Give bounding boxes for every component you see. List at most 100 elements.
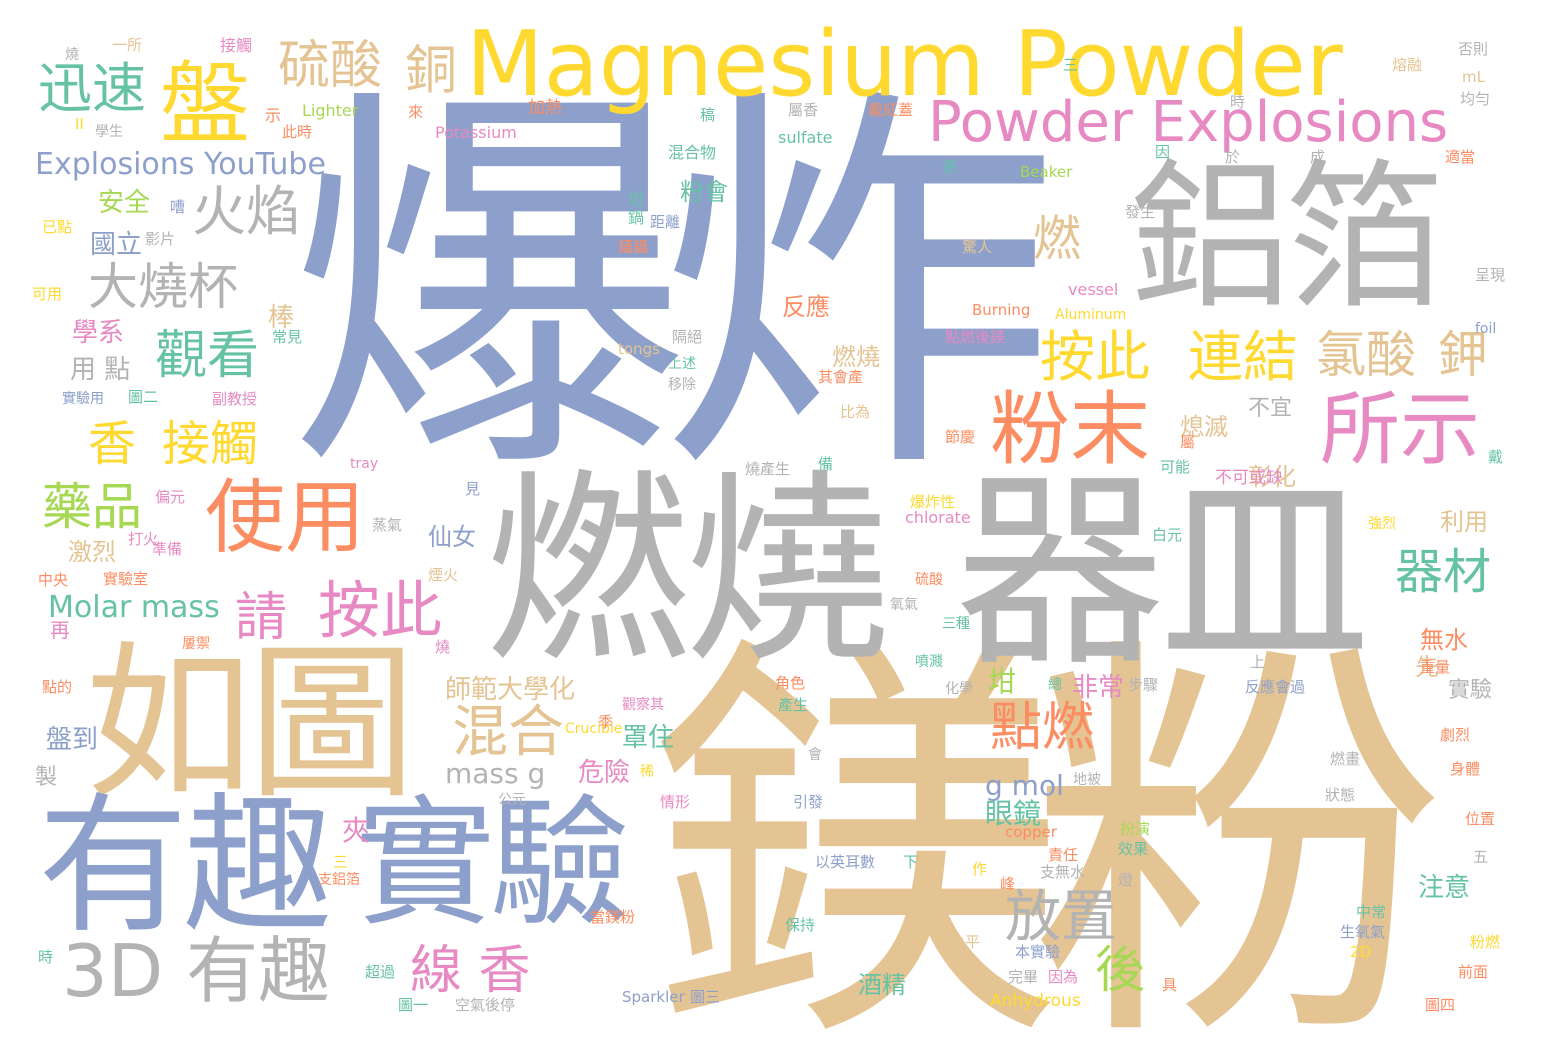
word-cloud-term: 燈: [1118, 871, 1134, 889]
word-cloud-term: 峰: [1000, 875, 1016, 893]
word-cloud-term: Powder Explosions: [928, 90, 1449, 155]
word-cloud-term: 距離: [650, 213, 681, 231]
word-cloud-term: 圖一: [398, 996, 429, 1014]
word-cloud-term: foil: [1475, 321, 1497, 337]
word-cloud-term: 下: [903, 853, 919, 871]
word-cloud-term: 本實驗: [1015, 943, 1061, 961]
word-cloud-term: 中央: [38, 571, 69, 589]
word-cloud-term: 責任: [1048, 846, 1079, 864]
word-cloud-term: 仙女: [428, 523, 476, 551]
word-cloud-term: 步驟: [1128, 676, 1159, 694]
word-cloud-term: 適當: [1445, 148, 1476, 166]
word-cloud-term: 噴濺: [915, 654, 943, 670]
word-cloud-term: 點燃: [990, 698, 1095, 758]
word-cloud-term: 屢禦: [182, 636, 210, 652]
word-cloud-term: 鎂粉: [648, 605, 1448, 1052]
word-cloud-term: 觀看: [155, 326, 260, 386]
word-cloud-term: 見: [465, 480, 481, 498]
word-cloud-term: 利用: [1440, 508, 1488, 536]
word-cloud-term: 迅速: [38, 57, 146, 120]
word-cloud-term: 眼鏡: [985, 797, 1042, 830]
word-cloud-term: 棒: [268, 303, 295, 333]
word-cloud-term: 情形: [660, 793, 691, 811]
word-cloud-term: 硫酸: [915, 572, 943, 588]
word-cloud-term: 香: [88, 416, 137, 472]
word-cloud-term: 請: [235, 588, 288, 648]
word-cloud-term: vessel: [1068, 280, 1119, 299]
word-cloud-term: 因: [1155, 143, 1171, 161]
word-cloud-term: 會: [808, 747, 822, 763]
word-cloud-term: 稀: [640, 764, 654, 780]
word-cloud-term: 三: [333, 853, 349, 871]
word-cloud-term: 先: [1415, 653, 1439, 681]
word-cloud-term: 罩住: [622, 723, 675, 753]
word-cloud-term: 有趣: [38, 780, 333, 954]
word-cloud-term: II: [75, 115, 84, 133]
word-cloud-term: 放置: [1005, 885, 1117, 950]
word-cloud-term: 可用: [32, 285, 63, 303]
word-cloud-term: 化學: [945, 681, 973, 697]
word-cloud-term: Aluminum: [1055, 307, 1127, 323]
word-cloud-term: 煙火: [428, 566, 459, 584]
word-cloud-term: 戴: [1488, 448, 1504, 466]
word-cloud-term: 器材: [1395, 544, 1492, 600]
word-cloud-term: 燒: [435, 638, 451, 656]
word-cloud-term: 完畢: [1008, 968, 1039, 986]
word-cloud-term: 鑷鑷: [618, 238, 649, 256]
word-cloud-term: Anhydrous: [990, 991, 1081, 1011]
word-cloud-term: 公元: [498, 792, 526, 808]
word-cloud-term: 屬香: [788, 101, 819, 119]
word-cloud-term: 用 點: [70, 355, 131, 385]
word-cloud-term: 學系: [72, 318, 125, 348]
word-cloud-term: 此時: [282, 123, 313, 141]
word-cloud-term: 蒸氣: [372, 516, 403, 534]
word-cloud-term: 前面: [1458, 963, 1489, 981]
word-cloud-term: 係: [942, 158, 958, 176]
word-cloud-term: tongs: [618, 340, 660, 358]
word-cloud-term: 其會產: [818, 368, 864, 386]
word-cloud-term: 國立: [90, 230, 143, 260]
word-cloud-term: mass g: [445, 757, 546, 790]
word-cloud-term: 混合: [452, 700, 564, 765]
word-cloud-term: 學生: [95, 124, 123, 140]
word-cloud-term: 否則: [1458, 40, 1489, 58]
word-cloud-term: 盤到: [46, 725, 99, 755]
word-cloud-term: 引發: [793, 793, 824, 811]
word-cloud-term: 比為: [840, 403, 871, 421]
word-cloud-term: 移除: [668, 377, 696, 393]
word-cloud-term: 混合物: [668, 143, 717, 162]
word-cloud-term: 稿: [700, 106, 716, 124]
word-cloud-term: 產生: [778, 696, 809, 714]
word-cloud-term: 線 香: [410, 941, 531, 1001]
word-cloud-term: 影片: [145, 230, 176, 248]
word-cloud-term: 保持: [785, 916, 816, 934]
word-cloud-term: 白元: [1152, 526, 1183, 544]
word-cloud-term: 實驗: [355, 783, 630, 946]
word-cloud-term: 燃: [1033, 211, 1082, 267]
word-cloud-term: 坩: [988, 665, 1017, 698]
word-cloud-term: 身體: [1450, 760, 1481, 778]
word-cloud-term: 2D: [1350, 943, 1372, 961]
word-cloud-term: 驚人: [962, 238, 993, 256]
word-cloud-term: mL: [1462, 68, 1485, 86]
word-cloud-term: 三: [1063, 56, 1079, 74]
word-cloud-term: copper: [1005, 823, 1057, 841]
word-cloud-term: 製: [35, 765, 58, 790]
word-cloud-term: Beaker: [1020, 163, 1073, 181]
word-cloud-term: Magnesium Powder: [466, 12, 1343, 117]
word-cloud-term: 一所: [112, 36, 143, 54]
word-cloud-term: 呈現: [1475, 266, 1506, 284]
word-cloud-term: Crucible: [565, 721, 623, 737]
word-cloud-term: 當鎂粉: [590, 908, 636, 926]
word-cloud-term: 鎂: [1112, 716, 1136, 744]
word-cloud-term: 按此: [1040, 325, 1151, 389]
word-cloud-term: 扮演: [1120, 820, 1151, 838]
word-cloud-term: 打火: [128, 530, 159, 548]
word-cloud-term: 藥品: [42, 478, 142, 536]
word-cloud-term: 燃燒: [485, 453, 890, 691]
word-cloud-term: 連結: [1188, 325, 1299, 389]
word-cloud-term: 於: [1225, 148, 1241, 166]
word-cloud-term: 嘈: [170, 198, 186, 216]
word-cloud-term: 上: [1250, 653, 1266, 671]
word-cloud-term: 圖三: [690, 988, 721, 1006]
